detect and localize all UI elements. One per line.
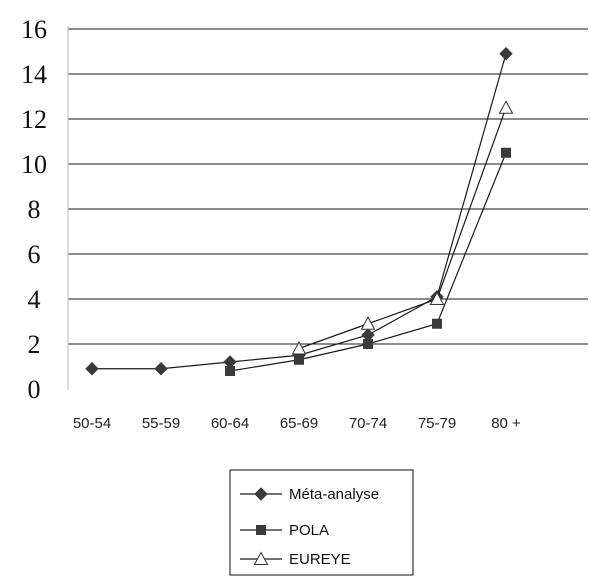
series-square	[225, 147, 511, 376]
y-tick-label: 16	[21, 15, 47, 44]
x-tick-label: 55-59	[142, 415, 180, 432]
legend-label: Méta-analyse	[289, 486, 379, 503]
y-tick-label: 12	[21, 105, 47, 134]
y-axis-ticks: 0 2 4 6 8 10 12 14 16	[21, 15, 47, 404]
data-point	[85, 362, 99, 376]
y-tick-label: 14	[21, 60, 47, 89]
data-point	[432, 318, 442, 329]
data-point	[225, 366, 235, 376]
data-point	[360, 316, 376, 330]
legend-item: EUREYE	[240, 551, 351, 568]
legend-label: EUREYE	[289, 551, 351, 568]
x-axis-ticks: 50-54 55-59 60-64 65-69 70-74 75-79 80 +	[73, 415, 521, 432]
x-tick-label: 60-64	[211, 415, 249, 432]
data-point	[291, 340, 307, 355]
series-triangle-open	[291, 100, 514, 355]
legend-marker	[256, 525, 266, 535]
legend-item: POLA	[240, 522, 329, 539]
x-tick-label: 70-74	[349, 415, 387, 432]
data-point	[498, 100, 514, 114]
y-tick-label: 8	[28, 195, 41, 224]
data-point	[499, 47, 513, 61]
data-point	[501, 147, 511, 158]
y-tick-label: 10	[21, 150, 47, 179]
legend-marker	[253, 551, 269, 566]
y-tick-label: 4	[28, 285, 41, 314]
legend-marker	[254, 487, 268, 501]
data-point	[363, 339, 373, 349]
x-tick-label: 50-54	[73, 415, 111, 432]
x-tick-label: 65-69	[280, 415, 318, 432]
data-point	[154, 362, 168, 376]
data-point	[429, 291, 445, 306]
gridlines	[68, 28, 588, 345]
x-tick-label: 80 +	[491, 415, 521, 432]
series-line	[92, 53, 507, 370]
series-lines	[85, 47, 514, 376]
y-tick-label: 2	[28, 330, 41, 359]
x-tick-label: 75-79	[418, 415, 456, 432]
legend-item: Méta-analyse	[240, 486, 379, 503]
series-line	[298, 107, 507, 350]
legend: Méta-analyse POLA EUREYE	[229, 469, 414, 576]
legend-label: POLA	[289, 522, 329, 539]
y-tick-label: 0	[28, 375, 41, 404]
data-point	[294, 354, 304, 365]
series-diamond	[85, 47, 513, 376]
y-tick-label: 6	[28, 240, 41, 269]
